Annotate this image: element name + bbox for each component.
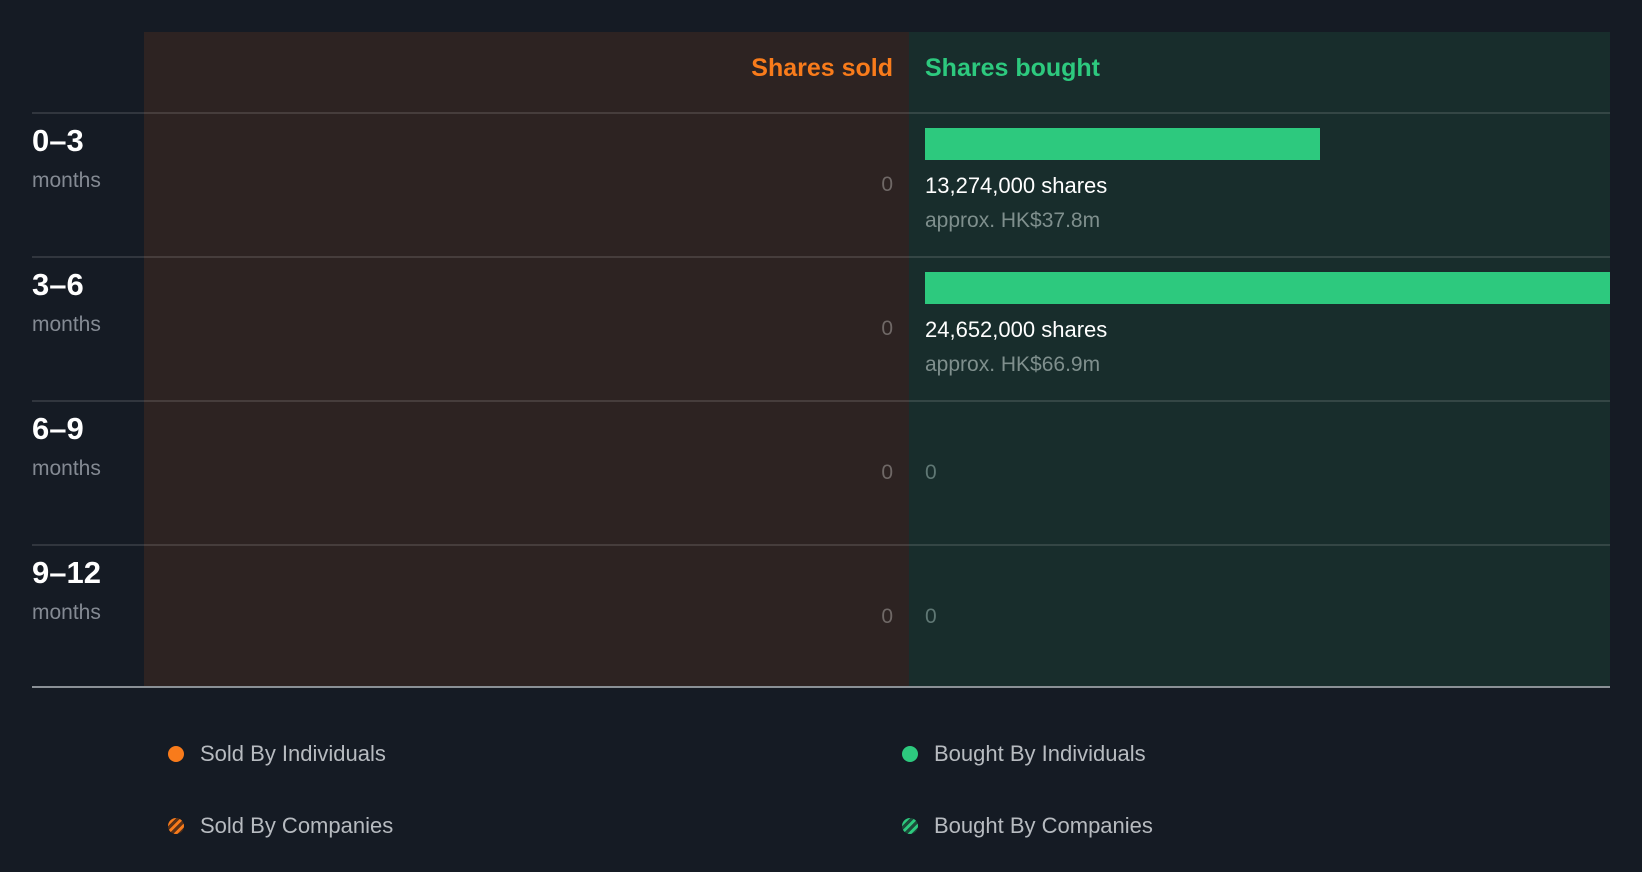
legend-label: Sold By Individuals — [200, 741, 386, 766]
green-hatched-dot-icon — [902, 818, 918, 834]
table-row: 0–3 months 0 13,274,000 shares approx. H… — [0, 113, 1642, 257]
period-unit: months — [32, 169, 101, 192]
period-label: 6–9 — [32, 411, 84, 446]
period-label: 3–6 — [32, 267, 84, 302]
period-unit: months — [32, 313, 101, 336]
row-divider — [32, 112, 1610, 114]
legend-sold-companies[interactable]: Sold By Companies — [168, 813, 393, 839]
period-unit: months — [32, 457, 101, 480]
bought-value: approx. HK$66.9m — [925, 353, 1101, 376]
sold-value: 0 — [881, 173, 893, 196]
bought-bar[interactable] — [925, 272, 1610, 304]
shares-sold-panel — [144, 32, 909, 687]
shares-bought-header: Shares bought — [925, 54, 1101, 82]
row-divider — [32, 400, 1610, 402]
green-dot-icon — [902, 746, 918, 762]
bought-shares: 24,652,000 shares — [925, 317, 1108, 342]
row-divider — [32, 256, 1610, 258]
sold-value: 0 — [881, 461, 893, 484]
table-row: 6–9 months 0 0 — [0, 401, 1642, 545]
bought-bar[interactable] — [925, 128, 1320, 160]
sold-value: 0 — [881, 317, 893, 340]
row-divider — [32, 544, 1610, 546]
legend-label: Bought By Companies — [934, 813, 1153, 838]
legend-label: Bought By Individuals — [934, 741, 1146, 766]
legend-bought-individuals[interactable]: Bought By Individuals — [902, 741, 1146, 767]
period-label: 0–3 — [32, 123, 84, 158]
bought-value: 0 — [925, 461, 937, 484]
period-unit: months — [32, 601, 101, 624]
table-row: 3–6 months 0 24,652,000 shares approx. H… — [0, 257, 1642, 401]
legend-bought-companies[interactable]: Bought By Companies — [902, 813, 1153, 839]
x-axis-line — [32, 686, 1610, 688]
bought-shares: 13,274,000 shares — [925, 173, 1108, 198]
orange-hatched-dot-icon — [168, 818, 184, 834]
orange-dot-icon — [168, 746, 184, 762]
period-label: 9–12 — [32, 555, 101, 590]
sold-value: 0 — [881, 605, 893, 628]
bought-value: 0 — [925, 605, 937, 628]
legend-label: Sold By Companies — [200, 813, 394, 838]
table-row: 9–12 months 0 0 — [0, 545, 1642, 689]
legend-sold-individuals[interactable]: Sold By Individuals — [168, 741, 386, 767]
shares-sold-header: Shares sold — [751, 54, 893, 82]
bought-value: approx. HK$37.8m — [925, 209, 1101, 232]
